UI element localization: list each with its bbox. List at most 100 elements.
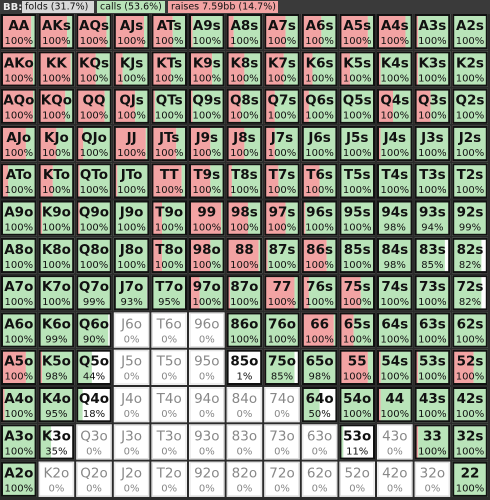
hand-label: K2s (456, 55, 484, 71)
cell-border (151, 275, 187, 311)
hand-percent: 100% (80, 111, 109, 122)
raise-bar (264, 200, 286, 236)
hand-label: K2o (44, 466, 70, 482)
hand-label: AJo (6, 130, 31, 146)
cell-bg (339, 424, 375, 460)
hand-label: 65s (344, 316, 371, 332)
call-bar (308, 275, 338, 311)
call-bar (452, 424, 488, 460)
hand-percent: 100% (456, 409, 485, 420)
call-bar (473, 349, 488, 385)
cell-border (38, 275, 75, 311)
raise-bar (76, 125, 84, 162)
hand-label: Q3s (418, 93, 447, 109)
hand-percent: 100% (418, 111, 447, 122)
raises-chip (168, 1, 278, 13)
raise-bar (226, 163, 232, 199)
cell-border (339, 200, 375, 236)
cell-border (189, 387, 225, 422)
cell-border (38, 424, 75, 460)
cell-bg (189, 424, 225, 460)
hand-label: Q5o (79, 354, 109, 370)
cell-border (189, 312, 225, 348)
cell-border (151, 237, 187, 274)
call-bar (418, 349, 451, 385)
hand-percent: 100% (155, 111, 184, 122)
hand-percent: 100% (42, 260, 71, 271)
call-bar (418, 424, 451, 460)
hand-percent: 100% (456, 36, 485, 47)
raise-bar (38, 14, 68, 50)
cell-bg (226, 349, 263, 385)
cell-border (377, 88, 413, 124)
cell-border (227, 462, 262, 497)
raise-bar (264, 88, 275, 124)
hand-label: K4o (42, 391, 71, 407)
raise-bar (226, 14, 234, 50)
hand-percent: 100% (418, 409, 447, 420)
cell-border (452, 275, 488, 311)
cell-border (452, 349, 488, 386)
call-bar (267, 237, 300, 274)
call-bar (285, 14, 300, 50)
hand-label: 93s (419, 205, 446, 221)
hand-label: J9o (119, 205, 144, 221)
hand-label: 53o (343, 428, 371, 444)
call-bar (303, 125, 338, 162)
raise-bar (189, 125, 211, 162)
call-bar (210, 237, 225, 274)
hand-percent: 100% (381, 111, 410, 122)
hand-label: 43s (419, 391, 446, 407)
hand-percent: 100% (5, 484, 34, 495)
cell-border (414, 51, 451, 87)
hand-percent: 0% (199, 446, 215, 457)
raise-bar (264, 275, 295, 311)
hand-label: 52o (344, 466, 369, 482)
hand-label: 98s (231, 205, 258, 221)
hand-label: AKo (4, 55, 34, 71)
hand-percent: 0% (124, 409, 140, 420)
cell-border (339, 163, 375, 199)
hand-label: 96o (194, 316, 219, 332)
cell-border (339, 275, 375, 311)
hand-label: 73o (269, 428, 294, 444)
call-bar (42, 349, 74, 385)
raise-bar (226, 237, 259, 274)
raises-legend: raises 7.59bb (14.7%) (171, 2, 276, 13)
hand-label: QJo (81, 130, 107, 146)
cell-border (226, 14, 263, 50)
call-bar (1, 312, 37, 348)
hand-percent: 100% (456, 111, 485, 122)
hand-percent: 0% (199, 334, 215, 345)
hand-label: Q6o (79, 316, 109, 332)
hand-label: J5s (345, 130, 368, 146)
cell-border (339, 237, 375, 274)
cell-border (76, 237, 112, 274)
hand-percent: 98% (45, 372, 67, 383)
call-bar (380, 349, 413, 385)
cell-border (189, 51, 225, 87)
raise-bar (189, 163, 211, 199)
hand-label: 66 (310, 316, 329, 332)
hand-label: KJs (120, 55, 144, 71)
hand-percent: 100% (5, 223, 34, 234)
hand-percent: 100% (5, 409, 34, 420)
hand-label: T9o (155, 205, 183, 221)
call-bar (231, 163, 263, 199)
hand-label: K3s (418, 55, 446, 71)
raise-bar (264, 14, 286, 50)
hand-percent: 100% (42, 223, 71, 234)
hand-percent: 100% (42, 111, 71, 122)
hand-percent: 0% (236, 409, 252, 420)
raise-bar (301, 237, 327, 274)
hand-percent: 99% (459, 223, 481, 234)
hand-label: K8o (42, 242, 71, 258)
cell-border (377, 200, 413, 236)
cell-border (189, 462, 225, 497)
hand-percent: 100% (193, 73, 222, 84)
cell-border (114, 350, 149, 385)
hand-label: Q3o (80, 428, 107, 444)
hand-label: 94s (381, 205, 408, 221)
hand-percent: 11% (346, 446, 368, 457)
hand-label: Q8s (230, 93, 259, 109)
